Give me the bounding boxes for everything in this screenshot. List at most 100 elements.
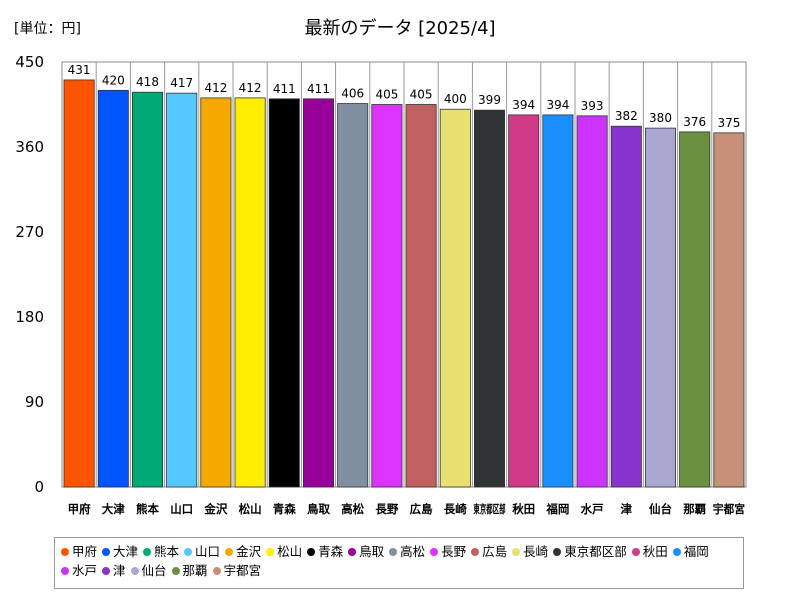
- legend-label: 金沢: [236, 544, 262, 559]
- legend-marker-icon: [471, 548, 480, 556]
- legend-marker-icon: [102, 548, 111, 556]
- legend-label: 宇都宮: [223, 563, 262, 578]
- bar-津: [610, 125, 642, 488]
- legend-marker-icon: [225, 548, 234, 556]
- legend-marker-icon: [672, 548, 681, 556]
- legend-item: 鳥取: [348, 542, 384, 561]
- x-tick-label: 広島: [410, 502, 433, 516]
- legend-marker-icon: [348, 548, 357, 556]
- legend-item: 甲府: [61, 542, 97, 561]
- x-tick-label: 津: [621, 502, 633, 516]
- legend-item: 金沢: [225, 542, 261, 561]
- legend-item: 松山: [266, 542, 302, 561]
- x-tick-label: 甲府: [68, 502, 91, 516]
- bar-青森: [268, 98, 300, 488]
- bar-長崎: [439, 108, 471, 488]
- legend-item: 仙台: [130, 561, 167, 580]
- bar-高松: [337, 103, 369, 488]
- legend-marker-icon: [143, 548, 152, 556]
- legend-label: 大津: [113, 544, 139, 559]
- x-tick-label: 仙台: [649, 502, 672, 516]
- legend-item: 広島: [471, 542, 507, 561]
- legend-marker-icon: [553, 548, 562, 556]
- legend-item: 秋田: [631, 542, 668, 561]
- x-tick-label: 那覇: [683, 502, 706, 516]
- y-tick-label: 0: [34, 478, 44, 496]
- legend-item: 長崎: [512, 542, 548, 561]
- chart-title: 最新のデータ [2025/4]: [304, 18, 496, 39]
- data-label: 394: [546, 98, 569, 112]
- bar-松山: [234, 97, 266, 488]
- legend-label: 福岡: [683, 544, 709, 559]
- legend-marker-icon: [266, 548, 275, 556]
- bar-熊本: [131, 91, 163, 488]
- x-tick-label: 宇都宮: [713, 502, 745, 516]
- data-label: 412: [204, 81, 227, 95]
- bar-仙台: [645, 127, 677, 488]
- legend-label: 津: [113, 563, 126, 578]
- legend-item: 山口: [184, 542, 220, 561]
- x-tick-label: 福岡: [545, 502, 569, 516]
- y-tick-label: 450: [15, 53, 44, 71]
- legend-marker-icon: [171, 567, 180, 575]
- x-tick-label: 松山: [239, 502, 262, 516]
- bar-長野: [371, 104, 403, 488]
- legend-marker-icon: [212, 567, 221, 575]
- legend-marker-icon: [512, 548, 521, 556]
- legend-item: 水戸: [61, 561, 97, 580]
- data-label: 405: [375, 88, 398, 102]
- x-tick-label: 東京都区部: [473, 502, 505, 516]
- data-label: 400: [444, 92, 467, 106]
- legend-marker-icon: [61, 567, 69, 575]
- x-tick-label: 水戸: [581, 502, 604, 516]
- x-tick-label: 山口: [170, 502, 193, 516]
- data-label: 418: [136, 75, 159, 89]
- legend-marker-icon: [307, 548, 316, 556]
- legend-item: 長野: [430, 542, 466, 561]
- legend-item: 東京都区部: [553, 542, 627, 561]
- data-label: 417: [170, 76, 193, 90]
- legend-label: 東京都区部: [564, 544, 627, 559]
- legend-label: 長崎: [523, 544, 549, 559]
- x-tick-label: 青森: [273, 502, 296, 516]
- data-label: 394: [512, 98, 535, 112]
- data-label: 411: [307, 82, 330, 96]
- data-label: 406: [341, 87, 364, 101]
- data-label: 375: [717, 116, 740, 130]
- legend-label: 高松: [400, 544, 426, 559]
- legend-marker-icon: [61, 548, 69, 556]
- legend-label: 熊本: [154, 544, 180, 559]
- legend-marker-icon: [102, 567, 111, 575]
- bar-鳥取: [302, 98, 334, 488]
- bar-那覇: [679, 131, 711, 488]
- legend-item: 福岡: [672, 542, 709, 561]
- bar-大津: [97, 89, 129, 488]
- x-tick-label: 熊本: [136, 502, 159, 516]
- legend-marker-icon: [130, 567, 139, 575]
- legend-label: 山口: [195, 544, 221, 559]
- bar-山口: [166, 92, 198, 488]
- bar-金沢: [200, 97, 232, 488]
- bar-福岡: [542, 114, 574, 488]
- x-tick-label: 鳥取: [307, 502, 330, 516]
- y-tick-label: 270: [15, 223, 44, 241]
- x-tick-label: 長崎: [444, 502, 467, 516]
- y-tick-label: 90: [25, 393, 44, 411]
- bar-水戸: [576, 115, 608, 488]
- x-tick-label: 金沢: [203, 502, 227, 516]
- data-label: 399: [478, 93, 501, 107]
- legend-item: 宇都宮: [212, 561, 262, 580]
- x-tick-label: 大津: [102, 502, 125, 516]
- legend-item: 大津: [102, 542, 138, 561]
- legend-label: 松山: [277, 544, 303, 559]
- bar-広島: [405, 104, 437, 488]
- bar-甲府: [63, 79, 95, 488]
- legend-marker-icon: [631, 548, 640, 556]
- legend: 甲府 大津 熊本 山口 金沢 松山 青森 鳥取 高松 長野 広島 長崎 東京都区部 秋田 福岡水戸津仙台 那覇…: [54, 537, 744, 589]
- data-label: 412: [239, 81, 262, 95]
- legend-label: 那覇: [182, 563, 208, 578]
- legend-item: 高松: [389, 542, 425, 561]
- legend-label: 甲府: [72, 544, 98, 559]
- legend-label: 水戸: [72, 563, 98, 578]
- y-tick-label: 360: [15, 138, 44, 156]
